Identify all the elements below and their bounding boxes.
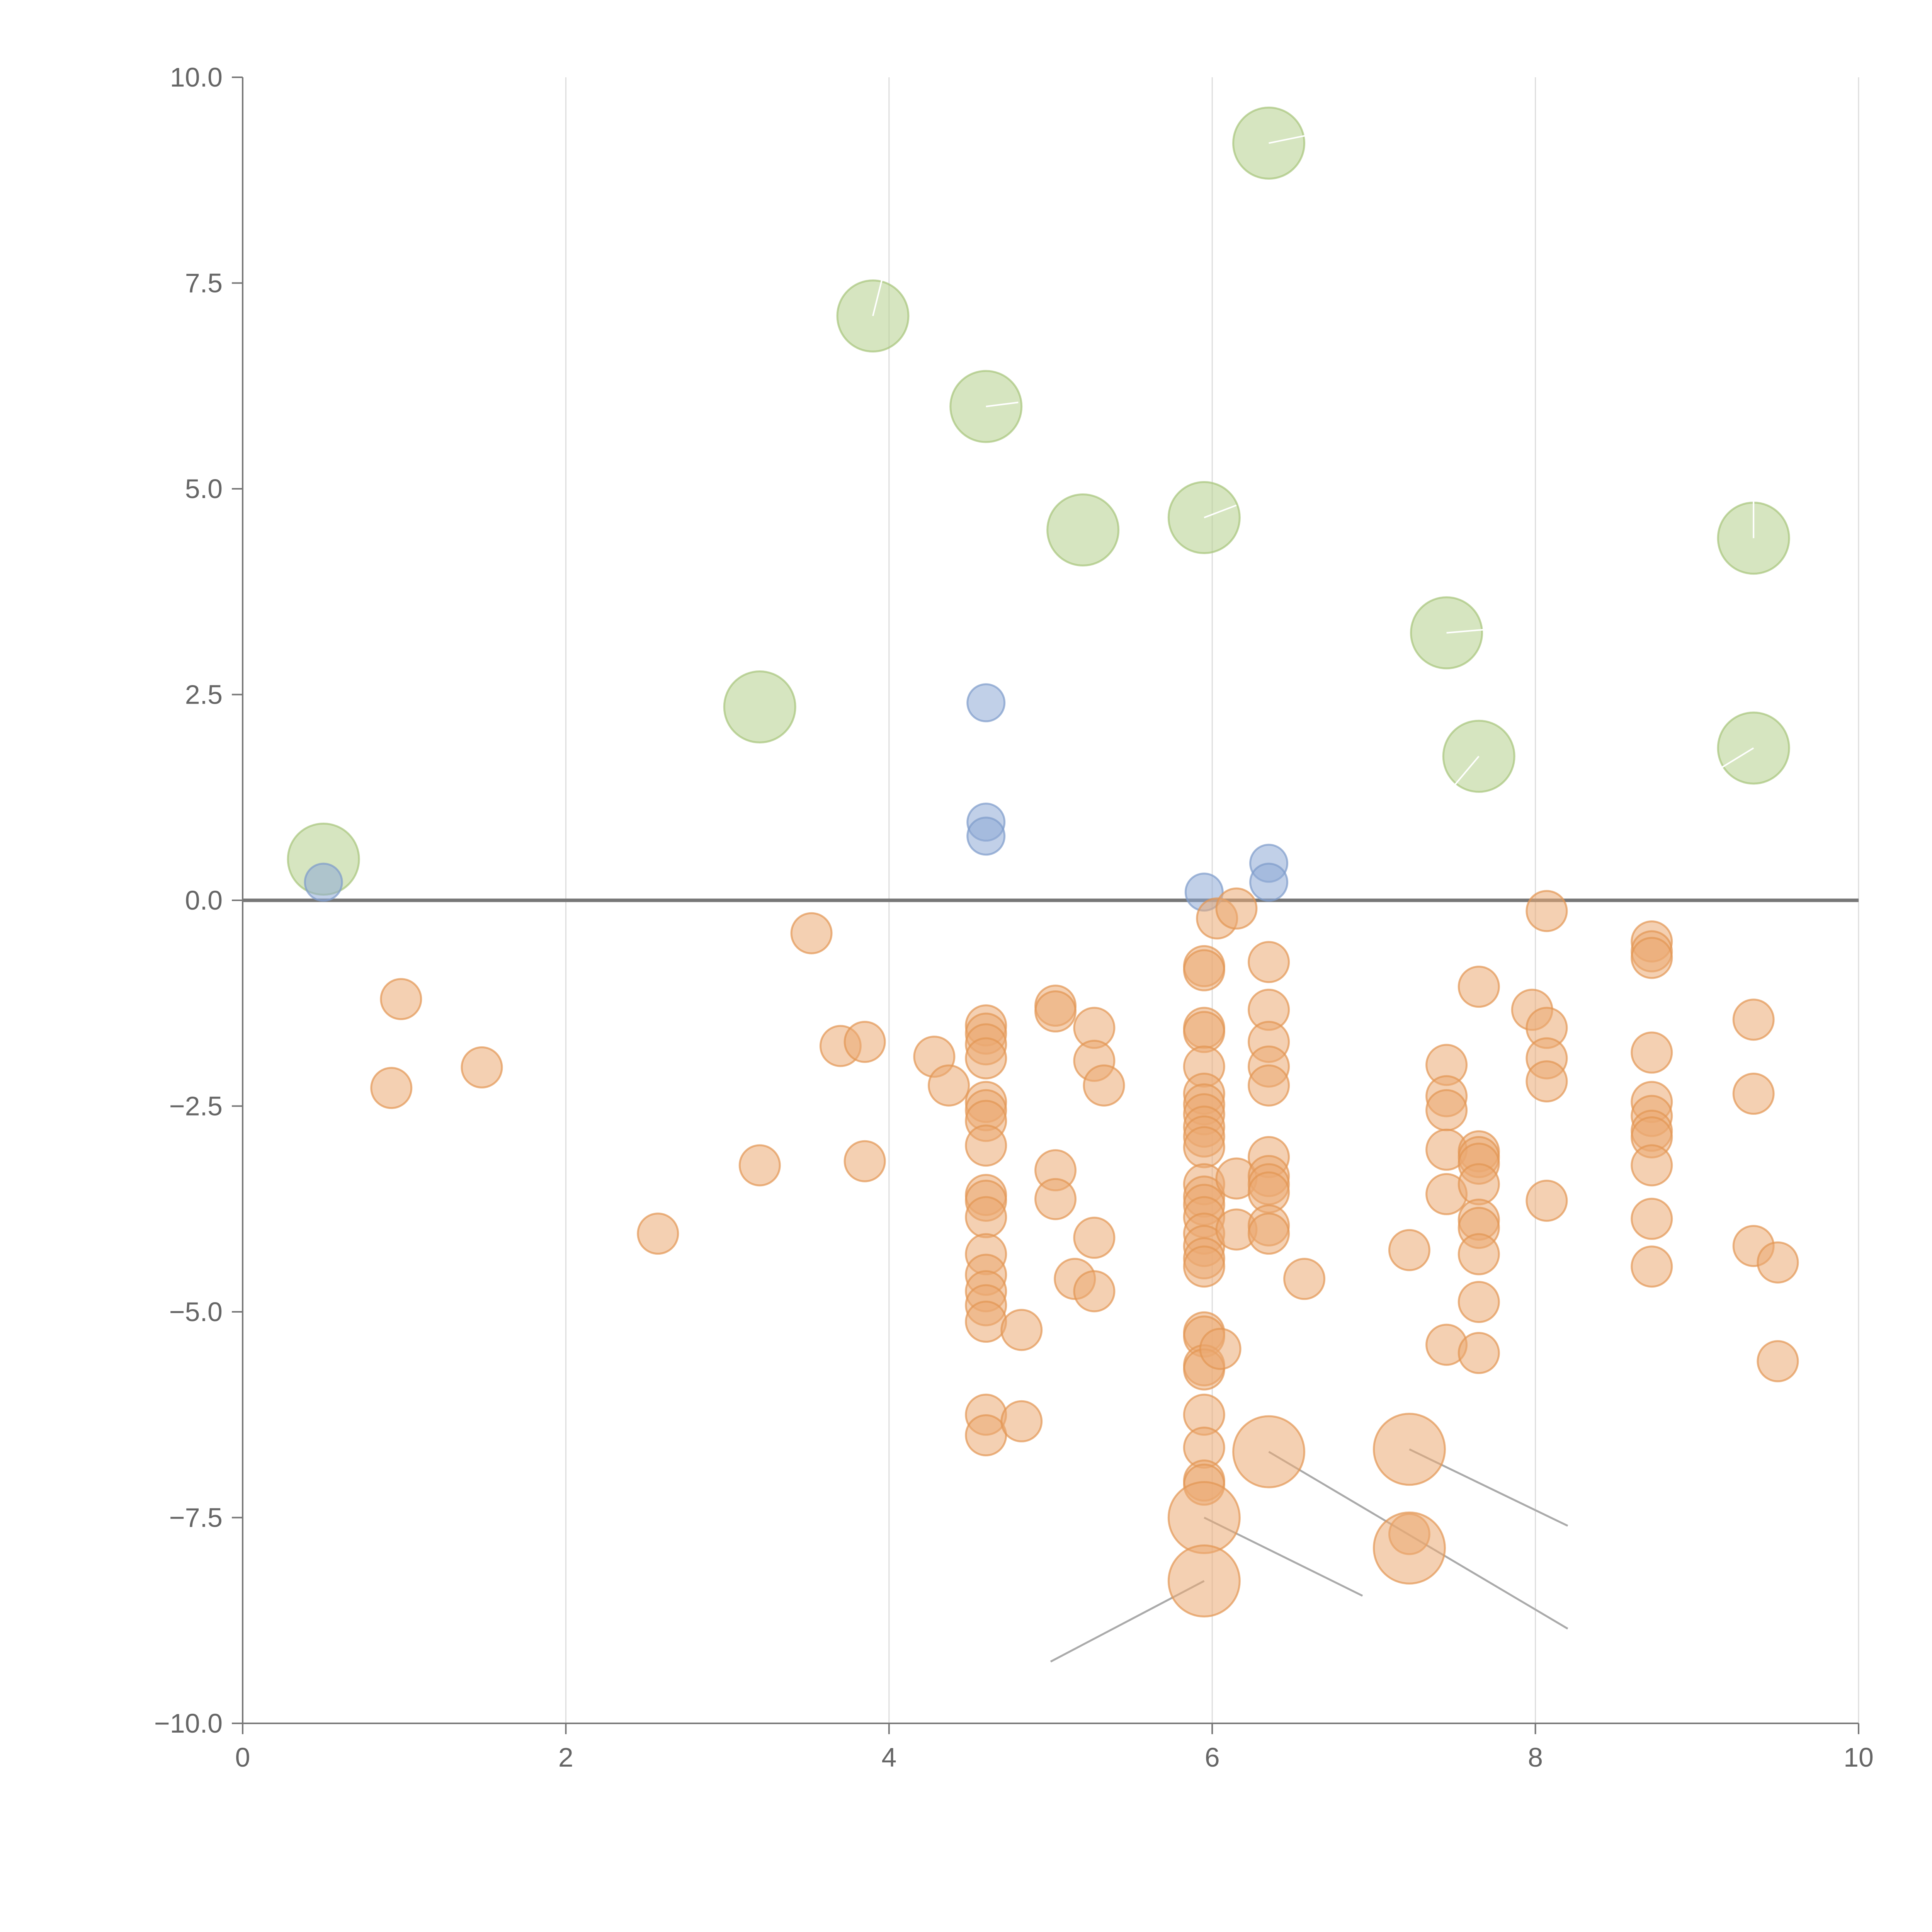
bubble-orange[interactable] [1757, 1340, 1799, 1383]
bubble-orange[interactable] [965, 1124, 1007, 1167]
bubble-orange[interactable] [1034, 990, 1077, 1033]
leader-layer [1050, 1448, 1568, 1663]
bubble-orange[interactable] [1526, 890, 1568, 932]
bubble-blue[interactable] [966, 683, 1006, 723]
bubble-orange[interactable] [1183, 1245, 1225, 1288]
bubble-orange[interactable] [1631, 1031, 1673, 1074]
bubble-orange[interactable] [965, 1037, 1007, 1080]
annotation-leader [986, 401, 1019, 407]
bubble-orange[interactable] [965, 1196, 1007, 1238]
bubble-orange-large[interactable] [1232, 1415, 1306, 1488]
bubble-orange[interactable] [1000, 1400, 1043, 1442]
y-tick-label: −5.0 [169, 1297, 223, 1327]
bubble-orange[interactable] [928, 1064, 970, 1107]
bubble-orange[interactable] [1388, 1229, 1430, 1271]
bubble-orange[interactable] [1000, 1309, 1043, 1351]
bubble-orange[interactable] [637, 1213, 679, 1255]
bubble-orange-large[interactable] [1372, 1511, 1446, 1585]
y-tick-label: 5.0 [185, 474, 223, 504]
bubble-blue[interactable] [304, 862, 343, 902]
bubble-orange[interactable] [790, 912, 833, 954]
bubble-orange[interactable] [738, 1144, 781, 1187]
x-tick-label: 0 [235, 1742, 250, 1772]
bubble-orange[interactable] [1526, 1060, 1568, 1103]
bubble-orange[interactable] [1526, 1179, 1568, 1222]
bubble-blue[interactable] [966, 816, 1006, 856]
bubble-orange[interactable] [1732, 1073, 1775, 1115]
bubble-orange[interactable] [965, 1414, 1007, 1456]
bubble-orange[interactable] [1458, 1163, 1500, 1206]
y-tick-label: 0.0 [185, 885, 223, 915]
y-tick-label: 10.0 [170, 62, 223, 92]
bubble-orange[interactable] [1034, 1178, 1077, 1220]
bubble-orange[interactable] [1425, 1089, 1468, 1131]
bubble-orange[interactable] [1458, 1233, 1500, 1276]
y-tick-label: −7.5 [169, 1503, 223, 1533]
bubble-orange[interactable] [370, 1067, 413, 1109]
axis-layer [232, 77, 1859, 1734]
x-tick-label: 4 [881, 1742, 896, 1772]
annotation-leader [1446, 628, 1495, 634]
y-tick-label: −10.0 [154, 1708, 223, 1738]
bubble-orange[interactable] [1073, 1270, 1116, 1313]
bubble-orange[interactable] [1248, 1064, 1290, 1107]
bubble-orange[interactable] [1631, 1245, 1673, 1288]
bubble-orange[interactable] [1183, 1126, 1225, 1168]
bubble-orange-large[interactable] [1372, 1413, 1446, 1486]
annotation-leader [872, 270, 885, 316]
tick-label-layer: 10.0 7.5 5.0 2.5 0.0 −2.5 −5.0 −7.5 −10.0 0 2 4 6 8 10 [154, 62, 1874, 1772]
bubble-orange[interactable] [1073, 1216, 1116, 1259]
bubble-orange[interactable] [844, 1020, 886, 1063]
annotation-leader [1204, 504, 1237, 519]
bubble-orange[interactable] [1248, 1213, 1290, 1255]
bubble-orange[interactable] [1631, 937, 1673, 979]
x-tick-label: 8 [1528, 1742, 1543, 1772]
bubble-blue[interactable] [1249, 862, 1289, 902]
bubble-orange-large[interactable] [1167, 1544, 1241, 1618]
bubble-orange[interactable] [1283, 1258, 1326, 1300]
bubble-orange[interactable] [1458, 1332, 1500, 1374]
bubble-orange[interactable] [1631, 1144, 1673, 1187]
x-tick-label: 2 [558, 1742, 573, 1772]
x-tick-label: 10 [1844, 1742, 1874, 1772]
bubble-green[interactable] [1046, 493, 1120, 566]
bubble-orange[interactable] [1757, 1241, 1799, 1284]
bubble-orange[interactable] [380, 978, 422, 1020]
bubble-orange[interactable] [965, 1301, 1007, 1343]
bubble-orange[interactable] [1083, 1064, 1125, 1107]
bubble-orange[interactable] [1732, 998, 1775, 1041]
bubble-orange[interactable] [1248, 941, 1290, 983]
bubble-orange[interactable] [1183, 949, 1225, 992]
bubble-orange[interactable] [1215, 887, 1258, 930]
bubble-orange[interactable] [1458, 1281, 1500, 1323]
y-tick-label: 2.5 [185, 680, 223, 710]
bubble-orange[interactable] [1458, 966, 1500, 1008]
bubble-layer [287, 106, 1799, 1618]
y-tick-label: −2.5 [169, 1091, 223, 1121]
annotation-leader [1454, 755, 1480, 786]
y-tick-label: 7.5 [185, 268, 223, 298]
bubble-orange-large[interactable] [1167, 1481, 1241, 1554]
annotation-leader [1713, 747, 1754, 774]
bubble-orange[interactable] [1631, 1197, 1673, 1240]
bubble-orange[interactable] [1199, 1328, 1242, 1370]
annotation-leader [1269, 134, 1310, 144]
bubble-orange[interactable] [844, 1140, 886, 1182]
bubble-green[interactable] [723, 670, 796, 743]
x-tick-label: 6 [1205, 1742, 1220, 1772]
bubble-orange[interactable] [461, 1046, 503, 1088]
